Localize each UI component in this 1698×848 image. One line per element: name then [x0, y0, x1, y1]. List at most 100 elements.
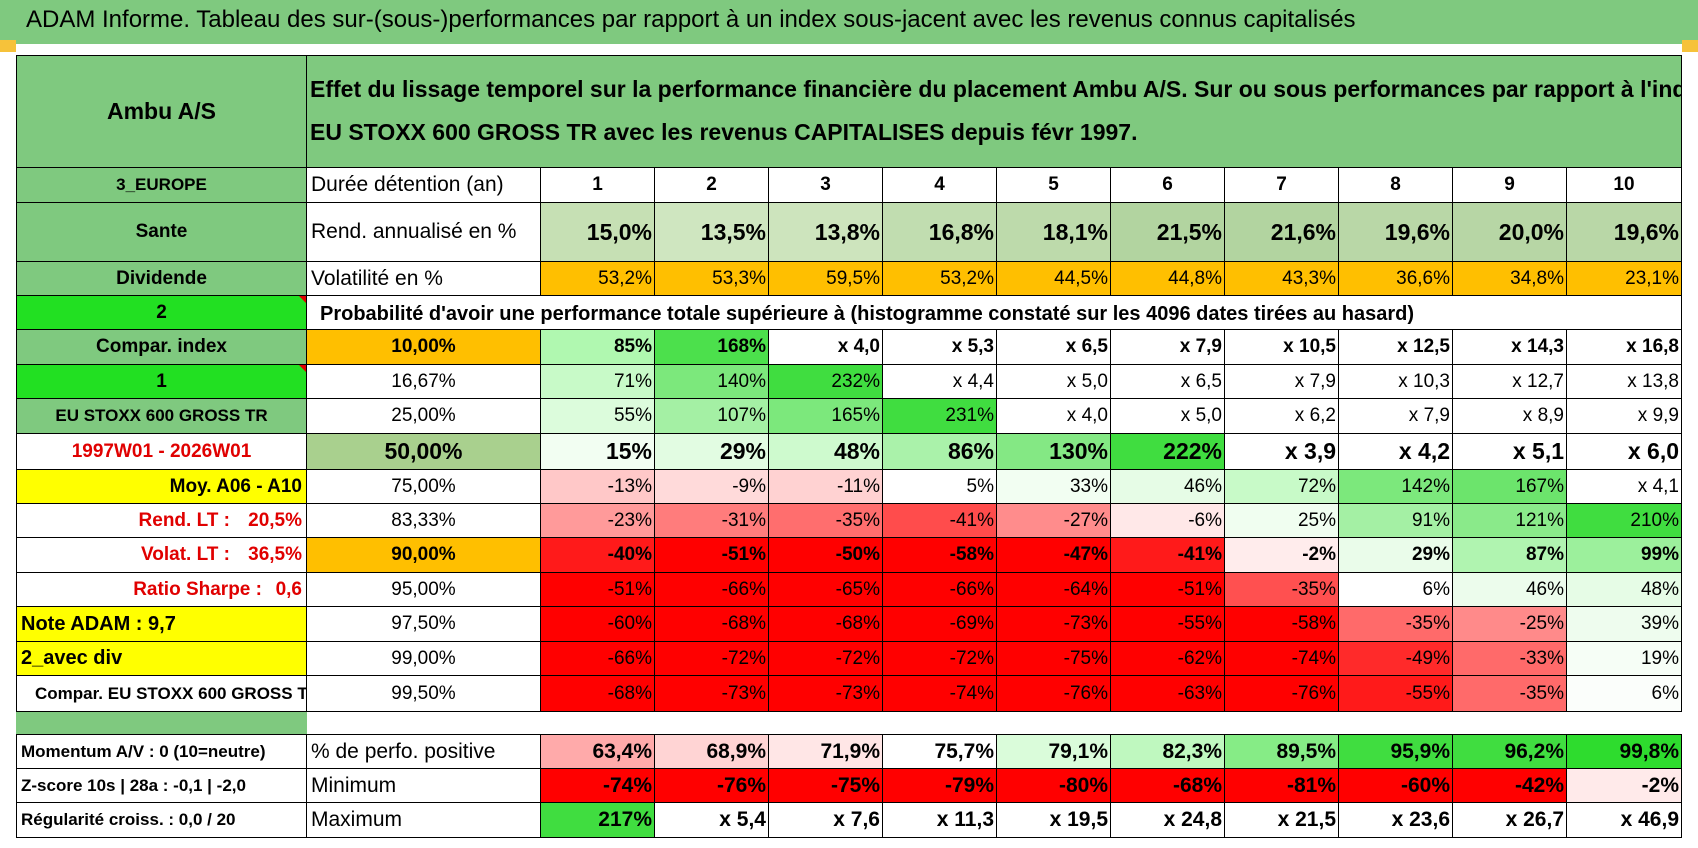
threshold-value: 50,00%	[307, 434, 541, 470]
moy-label: Moy. A06 - A10	[16, 470, 307, 504]
probability-cell: -55%	[1111, 607, 1225, 642]
probability-cell: 33%	[997, 470, 1111, 504]
probability-cell: 140%	[655, 365, 769, 399]
probability-cell: x 7,9	[1339, 399, 1453, 434]
rend-value: 20,0%	[1453, 203, 1567, 262]
probability-cell: -2%	[1225, 538, 1339, 573]
probability-cell: 107%	[655, 399, 769, 434]
vol-value: 34,8%	[1453, 262, 1567, 296]
probability-cell: x 4,4	[883, 365, 997, 399]
probability-cell: x 5,0	[997, 365, 1111, 399]
positive-value: 82,3%	[1111, 734, 1225, 769]
rend-value: 19,6%	[1567, 203, 1682, 262]
compar-long: Compar. EU STOXX 600 GROSS TR	[16, 676, 307, 712]
year-header: 2	[655, 168, 769, 203]
maximum-value: x 11,3	[883, 803, 997, 838]
probability-cell: 130%	[997, 434, 1111, 470]
probability-cell: x 8,9	[1453, 399, 1567, 434]
probability-cell: 6%	[1567, 676, 1682, 712]
probability-cell: 39%	[1567, 607, 1682, 642]
probability-cell: x 7,9	[1225, 365, 1339, 399]
maximum-value: 217%	[541, 803, 655, 838]
vol-value: 44,8%	[1111, 262, 1225, 296]
probability-cell: x 14,3	[1453, 330, 1567, 365]
corner-marker	[0, 40, 16, 52]
probability-cell: -60%	[541, 607, 655, 642]
probability-cell: -58%	[883, 538, 997, 573]
vol-value: 59,5%	[769, 262, 883, 296]
probability-cell: 72%	[1225, 470, 1339, 504]
probability-cell: x 6,2	[1225, 399, 1339, 434]
threshold-value: 90,00%	[307, 538, 541, 573]
year-header: 9	[1453, 168, 1567, 203]
year-header: 1	[541, 168, 655, 203]
probability-cell: -35%	[769, 504, 883, 538]
probability-cell: x 4,0	[997, 399, 1111, 434]
zscore: Z-score 10s | 28a : -0,1 | -2,0	[16, 769, 307, 803]
param-1: 1	[16, 365, 307, 399]
probability-cell: -72%	[655, 642, 769, 676]
maximum-value: x 24,8	[1111, 803, 1225, 838]
probability-cell: -51%	[541, 573, 655, 607]
probability-cell: 85%	[541, 330, 655, 365]
probability-cell: -25%	[1453, 607, 1567, 642]
avec-div: 2_avec div	[16, 642, 307, 676]
year-header: 4	[883, 168, 997, 203]
probability-cell: -68%	[655, 607, 769, 642]
probability-cell: 48%	[769, 434, 883, 470]
rend-lt: Rend. LT : 20,5%	[16, 504, 307, 538]
threshold-value: 25,00%	[307, 399, 541, 434]
vol-label: Volatilité en %	[307, 262, 541, 296]
probability-cell: -6%	[1111, 504, 1225, 538]
probability-cell: -66%	[541, 642, 655, 676]
maximum-value: x 5,4	[655, 803, 769, 838]
rend-label: Rend. annualisé en %	[307, 203, 541, 262]
positive-value: 71,9%	[769, 734, 883, 769]
probability-cell: -72%	[883, 642, 997, 676]
minimum-value: -2%	[1567, 769, 1682, 803]
param-2: 2	[16, 296, 307, 330]
probability-cell: -74%	[883, 676, 997, 712]
volat-lt: Volat. LT : 36,5%	[16, 538, 307, 573]
probability-cell: 48%	[1567, 573, 1682, 607]
probability-cell: 29%	[655, 434, 769, 470]
regularite: Régularité croiss. : 0,0 / 20	[16, 803, 307, 838]
volat-lt-value: 36,5%	[248, 544, 302, 565]
compar-index-label: Compar. index	[16, 330, 307, 365]
probability-cell: x 4,2	[1339, 434, 1453, 470]
rend-value: 21,5%	[1111, 203, 1225, 262]
probability-cell: x 6,5	[1111, 365, 1225, 399]
positive-value: 89,5%	[1225, 734, 1339, 769]
minimum-value: -81%	[1225, 769, 1339, 803]
probability-cell: 86%	[883, 434, 997, 470]
probability-cell: 121%	[1453, 504, 1567, 538]
year-header: 5	[997, 168, 1111, 203]
rend-value: 19,6%	[1339, 203, 1453, 262]
maximum-value: x 21,5	[1225, 803, 1339, 838]
probability-cell: -9%	[655, 470, 769, 504]
probability-cell: 15%	[541, 434, 655, 470]
minimum-value: -42%	[1453, 769, 1567, 803]
year-header: 8	[1339, 168, 1453, 203]
probability-cell: -11%	[769, 470, 883, 504]
probability-cell: x 3,9	[1225, 434, 1339, 470]
maximum-value: x 19,5	[997, 803, 1111, 838]
probability-cell: 91%	[1339, 504, 1453, 538]
probability-cell: 5%	[883, 470, 997, 504]
probability-cell: x 4,1	[1567, 470, 1682, 504]
report-banner	[0, 0, 1698, 44]
threshold-value: 99,00%	[307, 642, 541, 676]
probability-cell: -47%	[997, 538, 1111, 573]
probability-cell: -35%	[1339, 607, 1453, 642]
probability-cell: -51%	[655, 538, 769, 573]
maximum-value: x 7,6	[769, 803, 883, 838]
year-header: 7	[1225, 168, 1339, 203]
momentum: Momentum A/V : 0 (10=neutre)	[16, 734, 307, 769]
probability-cell: -68%	[541, 676, 655, 712]
year-header: 3	[769, 168, 883, 203]
volat-lt-label: Volat. LT :	[140, 544, 230, 565]
vol-value: 53,2%	[541, 262, 655, 296]
spacer-band	[16, 712, 307, 734]
minimum-value: -60%	[1339, 769, 1453, 803]
probability-cell: x 6,5	[997, 330, 1111, 365]
